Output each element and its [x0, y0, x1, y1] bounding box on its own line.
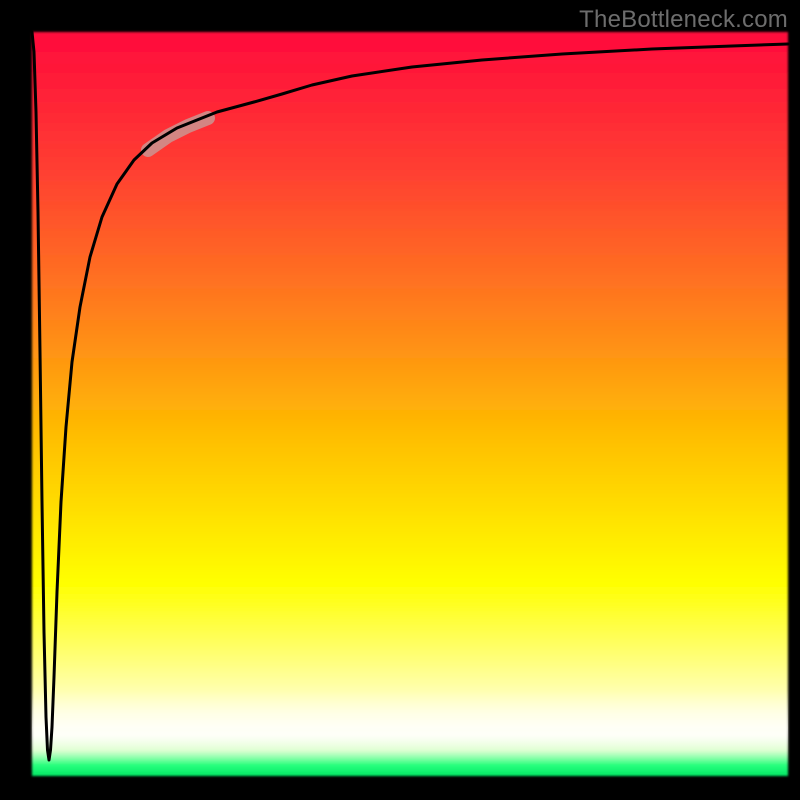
- figure-root: TheBottleneck.com: [0, 0, 800, 800]
- chart-svg: [0, 0, 800, 800]
